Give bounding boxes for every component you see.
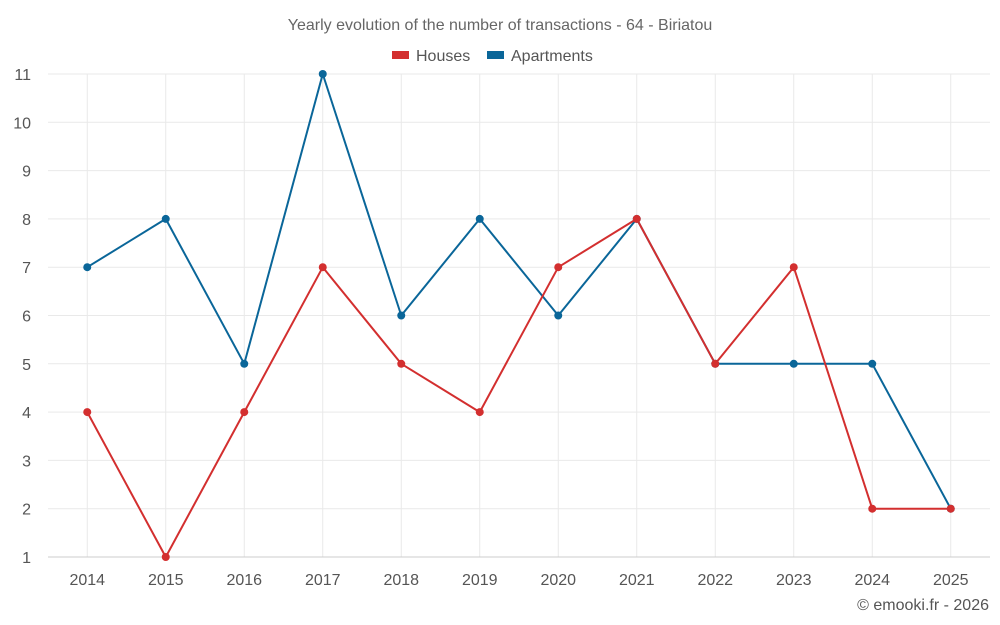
y-tick-label: 1 xyxy=(22,550,31,567)
x-tick-label: 2022 xyxy=(697,572,733,589)
x-tick-label: 2014 xyxy=(69,572,105,589)
series xyxy=(83,70,955,561)
legend: Houses Apartments xyxy=(392,48,593,65)
y-tick-label: 7 xyxy=(22,260,31,277)
data-point-apartments-2016[interactable] xyxy=(240,359,249,368)
data-point-apartments-2024[interactable] xyxy=(868,359,877,368)
y-tick-label: 6 xyxy=(22,309,31,326)
y-axis-ticks: 1 2 3 4 5 6 7 8 9 10 11 xyxy=(13,67,31,567)
data-point-houses-2021[interactable] xyxy=(632,214,641,223)
data-point-houses-2022[interactable] xyxy=(711,359,720,368)
data-point-houses-2020[interactable] xyxy=(554,263,563,272)
legend-swatch-houses xyxy=(392,51,409,59)
data-point-apartments-2017[interactable] xyxy=(318,70,327,78)
data-point-apartments-2023[interactable] xyxy=(789,359,798,368)
x-tick-label: 2025 xyxy=(933,572,969,589)
series-line-apartments xyxy=(86,73,952,510)
x-tick-label: 2015 xyxy=(148,572,184,589)
data-point-apartments-2019[interactable] xyxy=(475,214,484,223)
x-tick-label: 2019 xyxy=(462,572,498,589)
x-tick-label: 2017 xyxy=(305,572,341,589)
data-point-houses-2024[interactable] xyxy=(868,504,877,513)
x-tick-label: 2020 xyxy=(540,572,576,589)
data-point-houses-2015[interactable] xyxy=(161,553,170,561)
chart-title: Yearly evolution of the number of transa… xyxy=(288,17,713,34)
data-point-apartments-2014[interactable] xyxy=(83,263,92,272)
series-line-houses xyxy=(86,217,951,558)
x-tick-label: 2023 xyxy=(776,572,812,589)
x-tick-label: 2018 xyxy=(383,572,419,589)
y-tick-label: 10 xyxy=(13,115,31,132)
y-tick-label: 11 xyxy=(14,67,31,84)
y-tick-label: 4 xyxy=(22,405,31,422)
data-point-houses-2014[interactable] xyxy=(83,408,92,417)
data-point-houses-2018[interactable] xyxy=(397,359,406,368)
grid xyxy=(48,73,990,558)
y-tick-label: 8 xyxy=(22,212,31,229)
y-tick-label: 5 xyxy=(22,357,31,374)
x-tick-label: 2024 xyxy=(854,572,890,589)
y-tick-label: 2 xyxy=(22,502,31,519)
data-point-houses-2023[interactable] xyxy=(789,263,798,272)
data-point-houses-2025[interactable] xyxy=(946,504,955,513)
y-tick-label: 3 xyxy=(22,453,31,470)
legend-swatch-apartments xyxy=(487,51,504,59)
x-tick-label: 2021 xyxy=(619,572,655,589)
data-point-apartments-2018[interactable] xyxy=(397,311,406,320)
x-axis-ticks: 2014 2015 2016 2017 2018 2019 2020 2021 2022 2023… xyxy=(69,572,968,589)
data-point-houses-2017[interactable] xyxy=(318,263,327,272)
data-point-houses-2016[interactable] xyxy=(240,408,249,417)
y-tick-label: 9 xyxy=(22,164,31,181)
data-point-apartments-2020[interactable] xyxy=(554,311,563,320)
legend-label-houses[interactable]: Houses xyxy=(416,48,470,65)
legend-label-apartments[interactable]: Apartments xyxy=(511,48,593,65)
credit-text: © emooki.fr - 2026 xyxy=(857,597,989,614)
x-tick-label: 2016 xyxy=(226,572,262,589)
data-point-houses-2019[interactable] xyxy=(475,408,484,417)
data-point-apartments-2015[interactable] xyxy=(161,214,170,223)
